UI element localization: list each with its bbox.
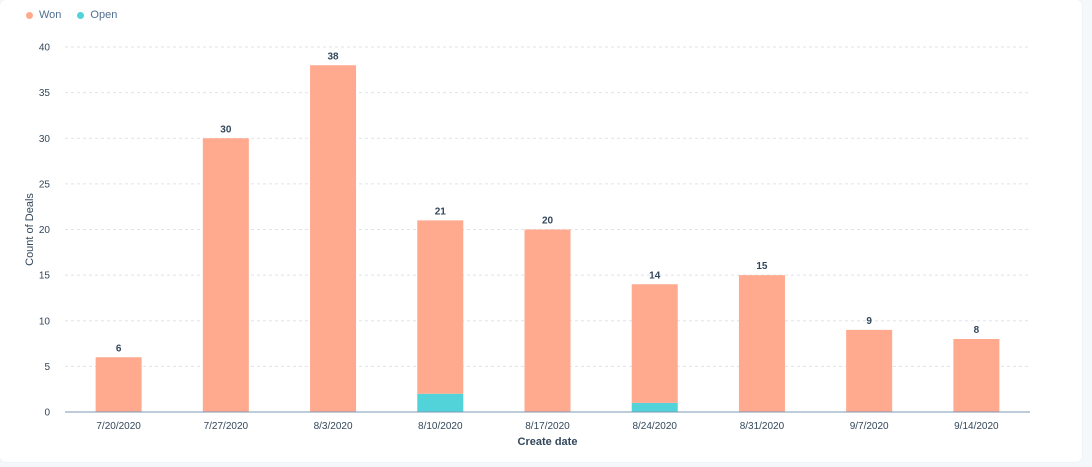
legend-label-open: Open	[90, 9, 118, 21]
y-tick-label: 15	[39, 271, 51, 282]
legend: Won Open	[26, 9, 117, 21]
bar-won	[310, 65, 357, 412]
bar-won	[524, 229, 571, 412]
x-tick-label: 8/24/2020	[632, 421, 677, 432]
y-axis-title: Count of Deals	[24, 193, 36, 266]
x-axis-ticks: 7/20/2020 7/27/2020 8/3/2020 8/10/2020 8/17/…	[96, 421, 999, 432]
bar-won	[417, 220, 464, 394]
data-label: 14	[649, 270, 661, 281]
data-label: 8	[974, 325, 980, 336]
data-label: 15	[756, 261, 768, 272]
x-tick-label: 8/17/2020	[525, 421, 570, 432]
y-tick-label: 20	[39, 225, 51, 236]
bar-won	[953, 339, 1000, 412]
y-tick-label: 40	[39, 43, 51, 54]
data-label: 9	[866, 316, 872, 327]
y-tick-label: 0	[44, 408, 50, 419]
legend-item-won[interactable]: Won	[26, 9, 61, 21]
data-label: 30	[220, 124, 232, 135]
legend-item-open[interactable]: Open	[77, 9, 117, 21]
y-axis-ticks: 0 5 10 15 20 25 30 35 40	[39, 43, 51, 419]
y-tick-label: 25	[39, 179, 51, 190]
data-labels: 6 30 38 21 20 14 15 9 8	[116, 51, 980, 354]
legend-swatch-open	[77, 11, 85, 19]
x-tick-label: 7/20/2020	[96, 421, 141, 432]
x-tick-label: 8/10/2020	[418, 421, 463, 432]
x-tick-label: 9/14/2020	[954, 421, 999, 432]
x-tick-label: 9/7/2020	[850, 421, 889, 432]
bar-won	[202, 138, 249, 412]
data-label: 20	[542, 216, 554, 227]
bar-won	[738, 275, 785, 412]
bar-won	[95, 357, 142, 412]
data-label: 6	[116, 343, 122, 354]
bar-open	[631, 402, 678, 412]
y-tick-label: 30	[39, 134, 51, 145]
bar-won	[631, 284, 678, 403]
y-tick-label: 10	[39, 316, 51, 327]
data-label: 38	[327, 51, 339, 62]
legend-swatch-won	[26, 11, 33, 19]
bars	[95, 65, 1000, 412]
x-axis-title: Create date	[518, 436, 578, 448]
legend-label-won: Won	[39, 9, 62, 21]
x-tick-label: 7/27/2020	[204, 421, 249, 432]
x-tick-label: 8/3/2020	[314, 421, 353, 432]
bar-open	[417, 393, 464, 412]
y-tick-label: 5	[44, 362, 50, 373]
y-tick-label: 35	[39, 88, 51, 99]
x-tick-label: 8/31/2020	[740, 421, 785, 432]
data-label: 21	[435, 206, 447, 217]
bar-won	[846, 329, 893, 412]
